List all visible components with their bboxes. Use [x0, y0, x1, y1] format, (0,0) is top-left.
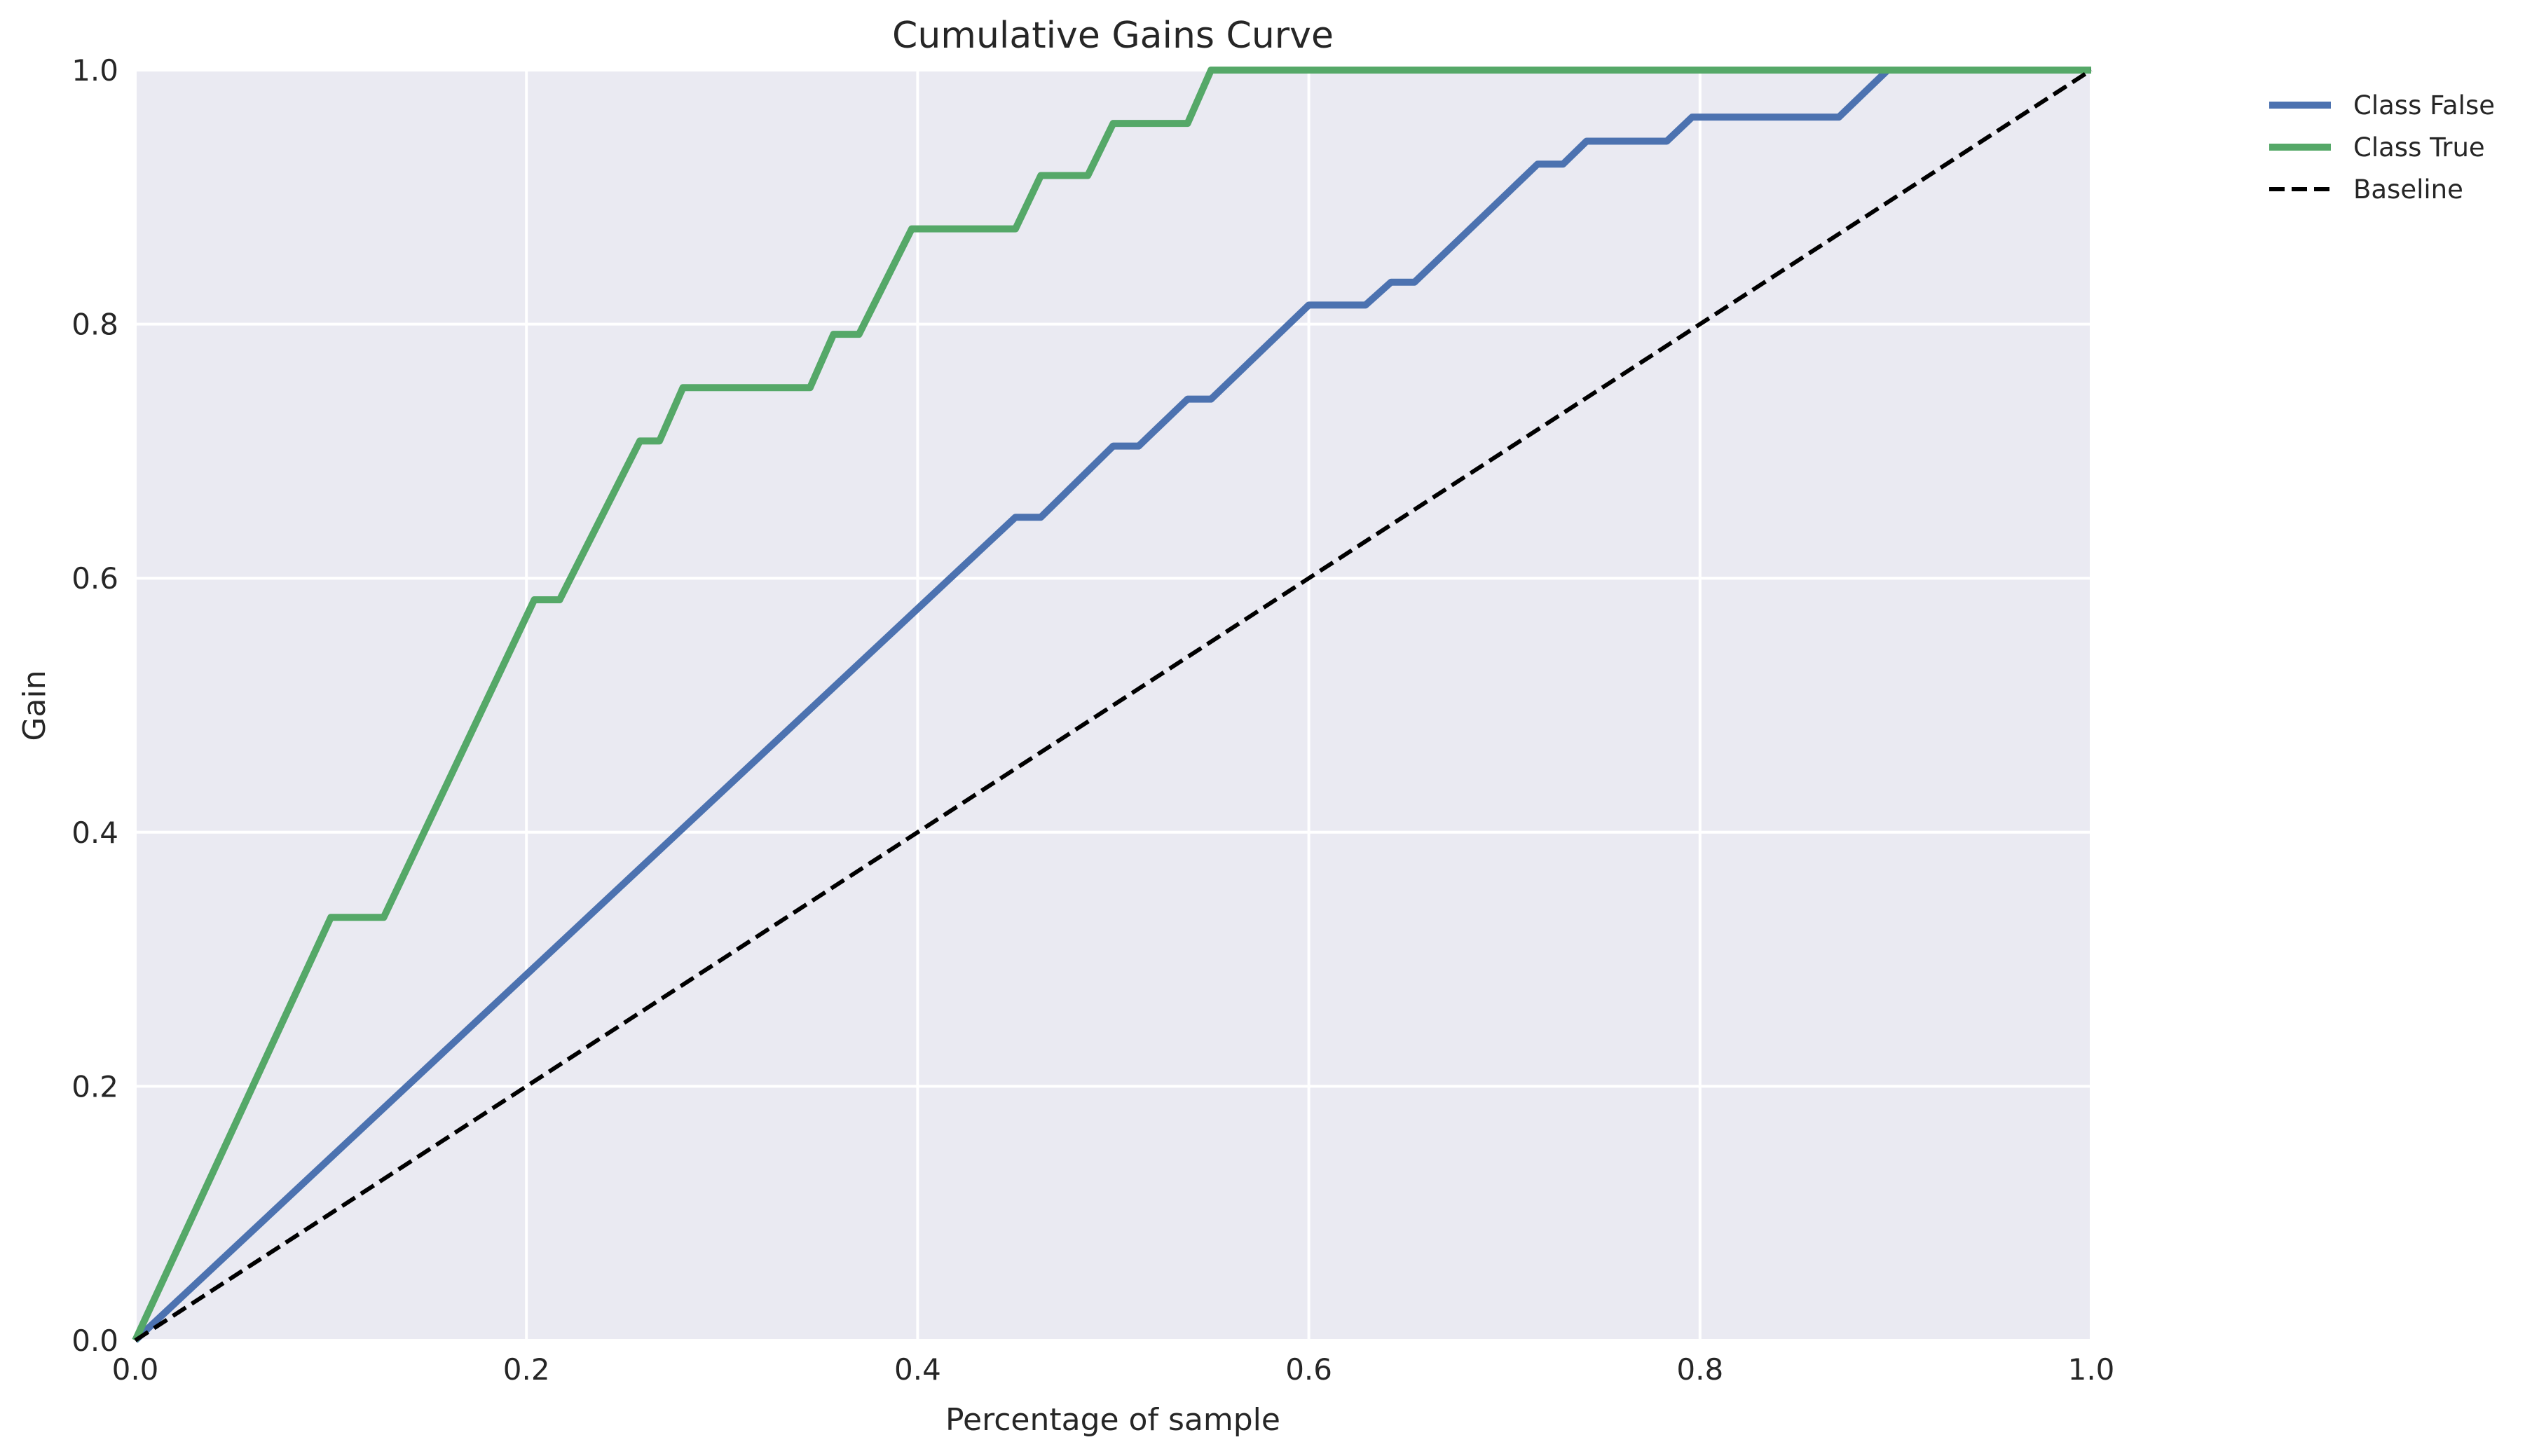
gridlines	[134, 69, 2093, 1342]
x-tick-label: 0.6	[1285, 1352, 1332, 1387]
y-tick-label: 0.6	[71, 561, 118, 596]
series-line-class-true	[132, 67, 2091, 1342]
series-line-baseline	[134, 68, 2093, 1342]
y-tick-label: 1.0	[71, 53, 118, 88]
x-axis-ticks: 0.0 0.2 0.4 0.6 0.8 1.0	[112, 1352, 2115, 1387]
legend: Class False Class True Baseline	[2269, 90, 2495, 205]
x-axis-label: Percentage of sample	[945, 1402, 1280, 1438]
x-tick-label: 1.0	[2068, 1352, 2115, 1387]
y-axis-ticks: 0.0 0.2 0.4 0.6 0.8 1.0	[71, 53, 118, 1358]
x-tick-label: 0.4	[894, 1352, 941, 1387]
legend-label-baseline: Baseline	[2353, 174, 2463, 205]
legend-label-class-true: Class True	[2353, 132, 2485, 163]
y-axis-label: Gain	[17, 670, 53, 741]
x-tick-label: 0.2	[503, 1352, 550, 1387]
legend-label-class-false: Class False	[2353, 90, 2495, 121]
x-tick-label: 0.8	[1676, 1352, 1723, 1387]
chart-title: Cumulative Gains Curve	[892, 15, 1334, 57]
y-tick-label: 0.0	[71, 1324, 118, 1358]
x-tick-label: 0.0	[112, 1352, 159, 1387]
series-line-class-false	[132, 67, 2091, 1343]
series-lines	[132, 67, 2093, 1343]
y-tick-label: 0.2	[71, 1069, 118, 1104]
y-tick-label: 0.8	[71, 308, 118, 342]
y-tick-label: 0.4	[71, 816, 118, 850]
